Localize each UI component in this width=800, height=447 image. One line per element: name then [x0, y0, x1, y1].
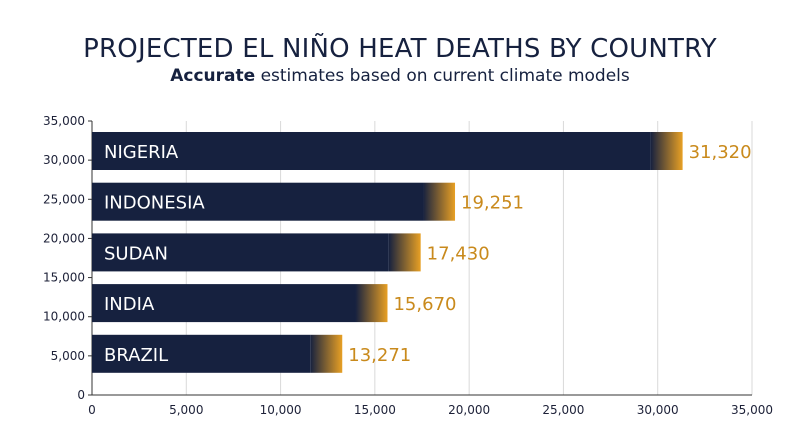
chart-title: PROJECTED EL NIÑO HEAT DEATHS BY COUNTRY — [83, 34, 717, 64]
y-tick-label: 20,000 — [43, 231, 85, 245]
bar-category-label: NIGERIA — [104, 142, 179, 163]
bar-value-label: 31,320 — [689, 142, 752, 163]
bar-body — [92, 132, 651, 170]
x-tick-label: 25,000 — [542, 403, 584, 417]
bar-body — [92, 182, 424, 221]
x-tick-label: 10,000 — [260, 403, 302, 417]
y-tick-label: 30,000 — [43, 153, 85, 167]
bar-end — [388, 233, 421, 272]
y-tick-label: 10,000 — [43, 310, 85, 324]
y-tick-label: 35,000 — [43, 114, 85, 128]
x-tick-label: 35,000 — [731, 403, 773, 417]
y-tick-label: 5,000 — [51, 349, 85, 363]
bar-value-label: 19,251 — [461, 193, 524, 214]
bar-category-label: SUDAN — [104, 243, 168, 264]
x-tick-label: 5,000 — [169, 403, 203, 417]
subtitle-emphasis: Accurate — [170, 66, 256, 86]
bar-end — [650, 132, 683, 170]
bar-value-label: 17,430 — [427, 243, 490, 264]
x-tick-label: 20,000 — [448, 403, 490, 417]
labels: 0 5,000 10,000 15,000 20,000 25,000 30,000 35,0… — [43, 114, 773, 417]
x-tick-label: 0 — [88, 403, 96, 417]
bar-value-label: 13,271 — [348, 345, 411, 366]
bar-category-label: INDIA — [104, 294, 155, 315]
bar-end — [423, 182, 456, 221]
chart-subtitle: Accurate estimates based on current clim… — [0, 66, 800, 86]
bar-value-label: 15,670 — [393, 294, 456, 315]
subtitle-text: estimates based on current climate model… — [255, 66, 630, 86]
bar-body — [92, 334, 311, 373]
y-tick-label: 25,000 — [43, 192, 85, 206]
x-tick-label: 30,000 — [637, 403, 679, 417]
bar-body — [92, 284, 356, 323]
bar-category-label: BRAZIL — [104, 345, 168, 366]
bar-end — [310, 334, 343, 373]
y-tick-label: 0 — [77, 388, 85, 402]
bar-category-label: INDONESIA — [104, 193, 205, 214]
bars — [92, 132, 683, 373]
bar-end — [355, 284, 388, 323]
y-tick-label: 15,000 — [43, 271, 85, 285]
bar-body — [92, 233, 389, 272]
x-tick-label: 15,000 — [354, 403, 396, 417]
